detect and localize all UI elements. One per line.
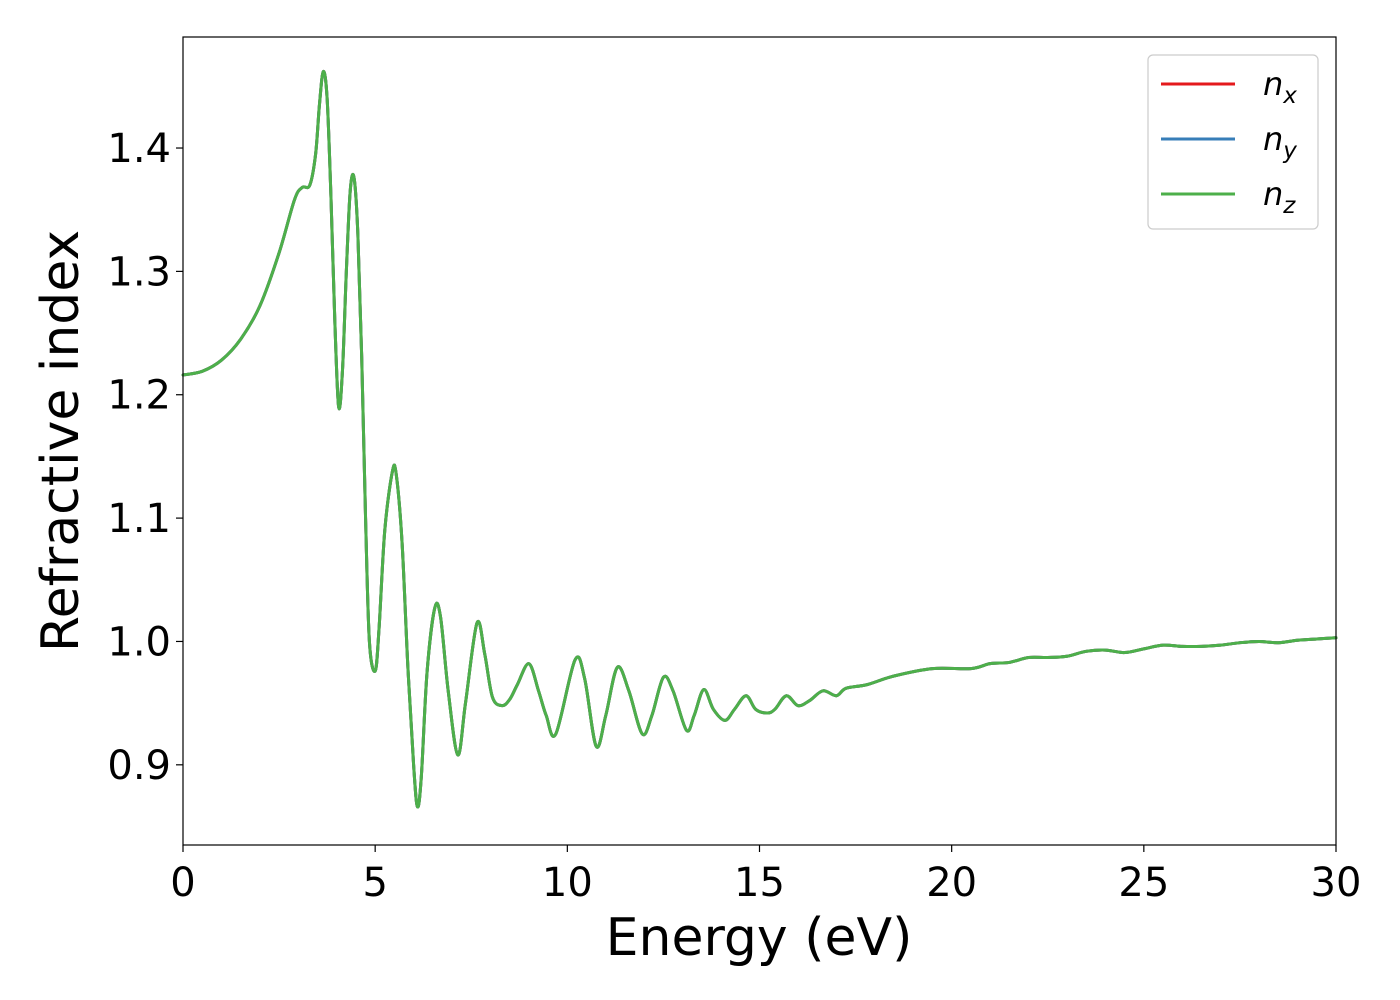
legend-label-ny: ny [1263, 120, 1297, 164]
y-tick-label: 1.3 [107, 249, 171, 295]
y-tick-label: 1.4 [107, 126, 171, 172]
x-tick-label: 25 [1118, 860, 1169, 906]
y-tick-label: 1.0 [107, 619, 171, 665]
y-tick-label: 0.9 [107, 743, 171, 789]
legend-label-nz: nz [1263, 175, 1296, 219]
x-tick-label: 15 [734, 860, 785, 906]
series-layer [181, 70, 1338, 809]
y-tick-label: 1.1 [107, 496, 171, 542]
y-tick-label: 1.2 [107, 373, 171, 419]
x-tick-label: 20 [926, 860, 977, 906]
series-line-nz [181, 70, 1338, 809]
y-axis-title: Refractive index [31, 230, 91, 652]
x-tick-label: 30 [1311, 860, 1362, 906]
legend-entries: nx ny nz [1161, 65, 1297, 219]
x-axis: 0 5 10 15 20 25 30 [170, 845, 1361, 906]
x-axis-title: Energy (eV) [606, 908, 913, 968]
legend: nx ny nz [1147, 54, 1319, 230]
y-axis: 0.9 1.0 1.1 1.2 1.3 1.4 [107, 126, 183, 789]
legend-box [1147, 54, 1319, 230]
x-tick-label: 10 [542, 860, 593, 906]
x-tick-label: 5 [362, 860, 387, 906]
legend-label-nx: nx [1263, 65, 1297, 109]
x-tick-label: 0 [170, 860, 195, 906]
